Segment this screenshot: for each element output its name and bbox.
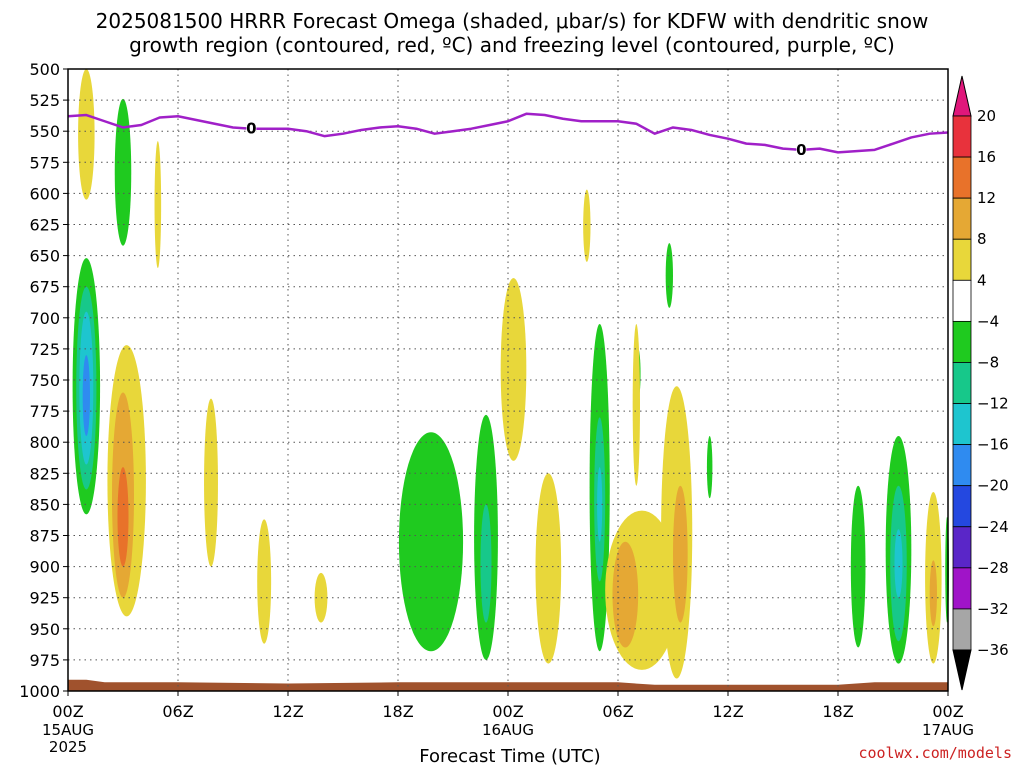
x-tick-year: 2025	[49, 738, 87, 756]
colorbar-label: −16	[977, 436, 1009, 454]
x-tick-date: 16AUG	[482, 721, 534, 739]
y-tick-label: 700	[29, 309, 60, 328]
omega-colorbar: 20 16 12 8 4 −4 −8 −12 −16 −20 −24 −28 −32 −36	[952, 75, 1009, 691]
grid-layer	[68, 69, 948, 691]
omega-region-16	[500, 277, 527, 461]
x-tick-label: 00Z	[52, 702, 83, 721]
chart-title-line-1: 2025081500 HRRR Forecast Omega (shaded, …	[96, 9, 929, 33]
contour-label-bg	[796, 141, 807, 157]
omega-region-6	[82, 355, 91, 436]
y-tick-label: 725	[29, 340, 60, 359]
contour-label-bg	[246, 120, 257, 136]
y-tick-label: 875	[29, 527, 60, 546]
colorbar-label: −4	[977, 312, 999, 330]
y-tick-label: 550	[29, 122, 60, 141]
y-tick-label: 925	[29, 589, 60, 608]
omega-shading-layer	[72, 69, 949, 679]
colorbar-segment	[952, 279, 972, 322]
colorbar-label: −12	[977, 395, 1009, 413]
omega-region-0	[78, 69, 95, 200]
y-tick-label: 650	[29, 247, 60, 266]
omega-region-11	[257, 519, 272, 644]
freezing-level-layer: 00	[67, 112, 949, 159]
pressure-axis: 500 525 550 575 600 625 650 675 700 725 750 775 800 8…	[19, 60, 68, 701]
y-tick-label: 900	[29, 558, 60, 577]
omega-region-17	[535, 473, 562, 664]
x-tick-label: 18Z	[382, 702, 413, 721]
y-tick-label: 750	[29, 371, 60, 390]
y-tick-label: 500	[29, 60, 60, 79]
colorbar-segment	[952, 485, 972, 528]
omega-region-23	[632, 324, 640, 486]
x-tick-date: 15AUG	[42, 721, 94, 739]
colorbar-bottom-arrow	[952, 649, 972, 691]
colorbar-segment	[952, 444, 972, 487]
omega-region-1	[114, 98, 132, 246]
colorbar-label: 4	[977, 271, 987, 289]
x-tick-label: 00Z	[492, 702, 523, 721]
colorbar-segment	[952, 362, 972, 404]
omega-region-35	[929, 560, 937, 627]
colorbar-label: 12	[977, 189, 996, 207]
x-tick-label: 06Z	[162, 702, 193, 721]
omega-region-10	[204, 398, 218, 567]
colorbar-segment	[952, 608, 972, 651]
colorbar-segment	[952, 115, 972, 158]
colorbar-segment	[952, 320, 972, 363]
freezing-level-label: 0	[246, 120, 256, 138]
x-tick-label: 12Z	[272, 702, 303, 721]
y-tick-label: 800	[29, 433, 60, 452]
omega-region-28	[665, 243, 673, 308]
omega-region-18	[583, 189, 591, 262]
colorbar-label: −28	[977, 559, 1009, 577]
y-tick-label: 600	[29, 184, 60, 203]
y-tick-label: 950	[29, 620, 60, 639]
colorbar-label: −8	[977, 353, 999, 371]
y-tick-label: 975	[29, 651, 60, 670]
site-credit[interactable]: coolwx.com/models	[858, 744, 1012, 762]
omega-region-25	[612, 541, 639, 648]
colorbar-segment	[952, 403, 972, 446]
colorbar-segment	[952, 156, 972, 199]
x-tick-label: 12Z	[712, 702, 743, 721]
y-tick-label: 625	[29, 216, 60, 235]
omega-region-13	[398, 432, 464, 652]
y-tick-label: 525	[29, 91, 60, 110]
colorbar-label: 16	[977, 148, 996, 166]
colorbar-segment	[952, 197, 972, 240]
y-tick-label: 850	[29, 495, 60, 514]
colorbar-label: 8	[977, 230, 987, 248]
colorbar-segment	[952, 567, 972, 610]
x-tick-label: 18Z	[822, 702, 853, 721]
colorbar-segment	[952, 238, 972, 281]
omega-region-21	[597, 467, 603, 542]
x-tick-date: 17AUG	[922, 721, 974, 739]
y-tick-label: 775	[29, 402, 60, 421]
omega-region-27	[673, 485, 688, 623]
omega-region-15	[480, 504, 492, 623]
y-tick-label: 1000	[19, 682, 60, 701]
y-tick-label: 675	[29, 278, 60, 297]
omega-region-29	[706, 435, 713, 499]
y-tick-label: 575	[29, 153, 60, 172]
x-tick-label: 06Z	[602, 702, 633, 721]
omega-region-9	[117, 467, 129, 567]
chart-title-line-2: growth region (contoured, red, ºC) and f…	[129, 33, 895, 57]
colorbar-label: −20	[977, 477, 1009, 495]
colorbar-label: −24	[977, 518, 1009, 536]
y-tick-label: 825	[29, 464, 60, 483]
colorbar-label: −36	[977, 641, 1009, 659]
x-tick-label: 00Z	[932, 702, 963, 721]
omega-region-2	[154, 141, 162, 269]
colorbar-label: −32	[977, 600, 1009, 618]
freezing-level-label: 0	[796, 141, 806, 159]
x-axis-title: Forecast Time (UTC)	[419, 746, 600, 767]
colorbar-label: 20	[977, 107, 996, 125]
colorbar-segment	[952, 526, 972, 569]
omega-region-33	[894, 529, 903, 598]
colorbar-top-arrow	[952, 75, 972, 117]
omega-region-30	[850, 485, 866, 648]
